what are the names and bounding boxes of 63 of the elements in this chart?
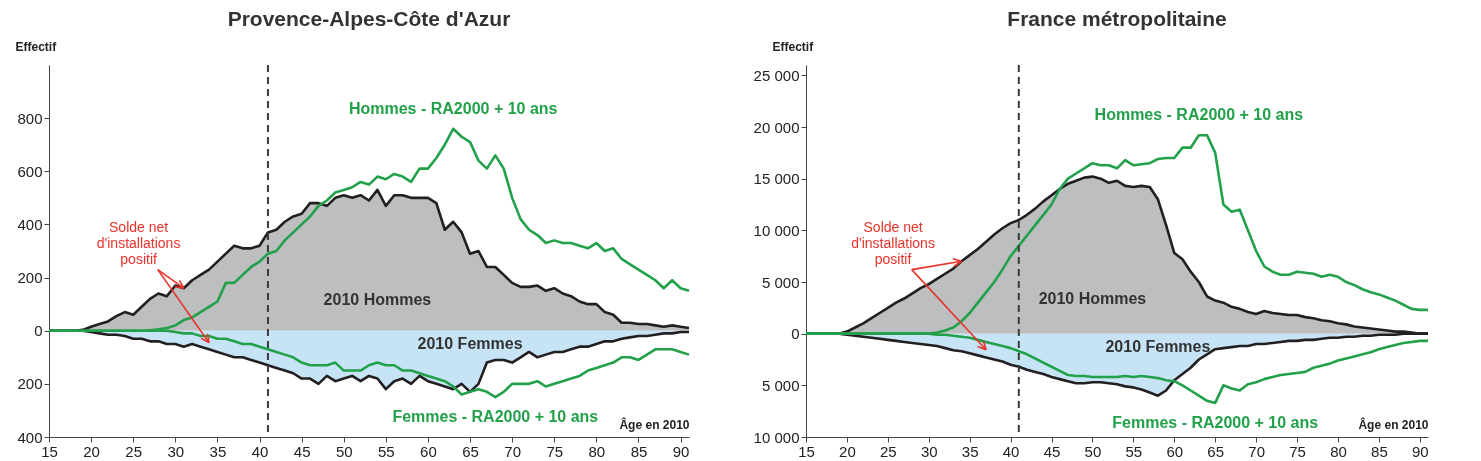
x-tick-label: 75 (1289, 442, 1306, 460)
x-tick-label: 20 (83, 442, 100, 460)
x-tick-label: 55 (1125, 442, 1143, 460)
x-tick-label: 60 (1166, 442, 1184, 460)
x-tick-label: 40 (251, 442, 269, 460)
series-label: 2010 Hommes (323, 290, 432, 308)
y-tick-label: 0 (791, 325, 800, 343)
series-label: Femmes - RA2000 + 10 ans (392, 408, 599, 426)
y-tick-label: 5 000 (761, 273, 800, 291)
x-tick-label: 30 (167, 442, 185, 460)
x-tick-label: 40 (1002, 442, 1020, 460)
y-tick-label: 10 000 (753, 428, 800, 446)
series-label: Hommes - RA2000 + 10 ans (1094, 106, 1304, 124)
x-tick-label: 15 (41, 442, 58, 460)
x-tick-label: 20 (839, 442, 856, 460)
x-tick-label: 85 (630, 442, 648, 460)
y-tick-label: 20 000 (753, 118, 800, 136)
x-tick-label: 25 (880, 442, 897, 460)
x-tick-label: 50 (1084, 442, 1102, 460)
x-tick-label: 45 (293, 442, 311, 460)
series-label: 2010 Femmes (417, 335, 523, 353)
x-tick-label: 30 (920, 442, 938, 460)
y-tick-label: 15 000 (753, 170, 800, 188)
y-tick-label: 0 (34, 322, 43, 340)
x-tick-label: 70 (504, 442, 521, 460)
x-tick-label: 60 (420, 442, 437, 460)
series-label: 2010 Hommes (1038, 290, 1147, 308)
x-tick-label: 90 (672, 442, 690, 460)
x-axis-title: Âge en 2010 (1358, 416, 1429, 432)
x-tick-label: 25 (125, 442, 143, 460)
chart-title: France métropolitaine (1007, 7, 1227, 30)
y-tick-label: 400 (17, 428, 43, 446)
y-tick-label: 400 (17, 215, 43, 233)
x-tick-label: 70 (1248, 442, 1265, 460)
series-label: 2010 Femmes (1105, 338, 1211, 356)
x-tick-label: 85 (1371, 442, 1388, 460)
x-tick-label: 65 (1207, 442, 1225, 460)
x-tick-label: 35 (209, 442, 227, 460)
annotation: Solde net d'installations positif (851, 219, 935, 268)
series-label: Femmes - RA2000 + 10 ans (1112, 413, 1319, 431)
x-tick-label: 45 (1043, 442, 1061, 460)
y-tick-label: 5 000 (761, 376, 800, 394)
y-axis-title: Effectif (772, 39, 815, 54)
x-tick-label: 90 (1411, 442, 1429, 460)
x-tick-label: 80 (588, 442, 606, 460)
x-tick-label: 65 (462, 442, 479, 460)
x-tick-label: 80 (1330, 442, 1347, 460)
series-label: Hommes - RA2000 + 10 ans (348, 99, 558, 117)
chart-title: Provence-Alpes-Côte d'Azur (227, 7, 511, 30)
x-tick-label: 50 (335, 442, 353, 460)
y-tick-label: 10 000 (753, 221, 800, 239)
x-tick-label: 35 (961, 442, 979, 460)
y-tick-label: 25 000 (753, 66, 800, 84)
x-axis-title: Âge en 2010 (619, 416, 690, 432)
y-tick-label: 800 (17, 109, 43, 127)
y-axis-title: Effectif (15, 39, 58, 54)
y-tick-label: 600 (17, 162, 43, 180)
annotation: Solde net d'installations positif (96, 219, 181, 268)
x-tick-label: 75 (546, 442, 564, 460)
x-tick-label: 15 (798, 442, 815, 460)
y-tick-label: 200 (17, 375, 43, 393)
x-tick-label: 55 (378, 442, 395, 460)
y-tick-label: 200 (17, 269, 43, 287)
